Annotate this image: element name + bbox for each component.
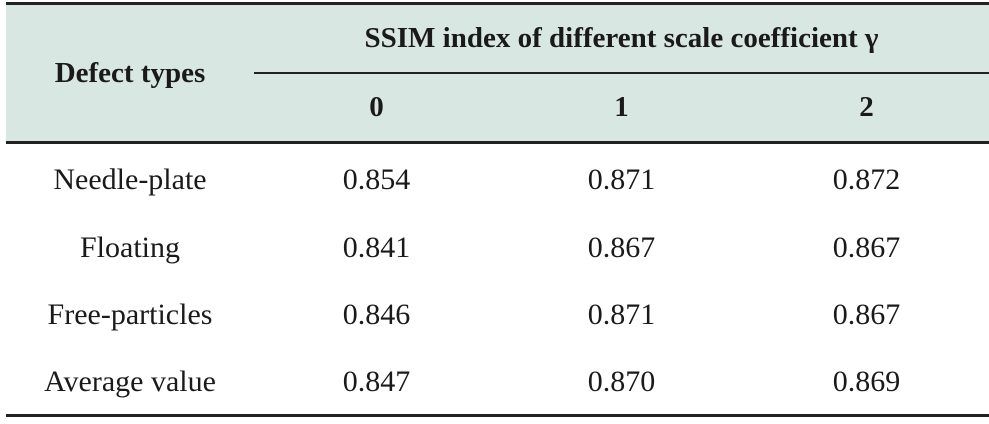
table-cell: 0.867 xyxy=(832,298,901,331)
header-gamma-1: 1 xyxy=(614,91,629,123)
header-gamma-0: 0 xyxy=(369,91,384,123)
table-cell: 0.871 xyxy=(587,163,656,196)
table-cell: 0.871 xyxy=(587,298,656,331)
table-row: Average value 0.847 0.870 0.869 xyxy=(6,348,989,416)
table-row: Floating 0.841 0.867 0.867 xyxy=(6,214,989,282)
table-cell: 0.846 xyxy=(342,298,411,331)
row-label: Floating xyxy=(79,231,180,264)
table-row: Needle-plate 0.854 0.871 0.872 xyxy=(6,146,989,214)
table-cell: 0.870 xyxy=(587,365,656,398)
header-ssim-group: SSIM index of different scale coefficien… xyxy=(364,22,879,54)
table-cell: 0.867 xyxy=(832,231,901,264)
bottom-rule xyxy=(6,414,989,417)
header-bottom-rule xyxy=(6,141,989,144)
top-rule xyxy=(6,2,989,5)
table-cell: 0.841 xyxy=(342,231,411,264)
table-cell: 0.872 xyxy=(832,163,901,196)
header-gamma-2: 2 xyxy=(859,91,874,123)
row-label: Free-particles xyxy=(47,298,213,331)
table-cell: 0.847 xyxy=(342,365,411,398)
row-label: Average value xyxy=(44,365,216,398)
header-defect-types: Defect types xyxy=(54,56,206,89)
ssim-table: Defect types SSIM index of different sca… xyxy=(6,0,989,424)
table-cell: 0.869 xyxy=(832,365,901,398)
table-row: Free-particles 0.846 0.871 0.867 xyxy=(6,281,989,349)
table-cell: 0.867 xyxy=(587,231,656,264)
row-label: Needle-plate xyxy=(53,163,207,196)
table-cell: 0.854 xyxy=(342,163,411,196)
group-header-rule xyxy=(254,72,989,74)
